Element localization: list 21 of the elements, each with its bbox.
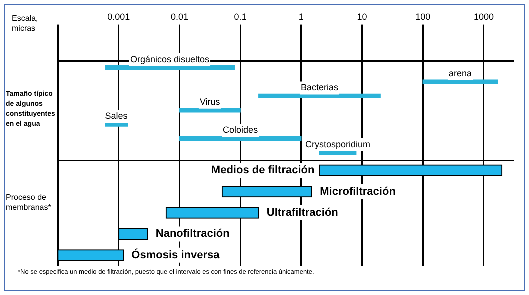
data-label: arena: [449, 68, 472, 79]
data-label: Virus: [200, 96, 221, 107]
data-label: Crystosporidium: [306, 139, 371, 150]
data-label: Sales: [105, 111, 128, 122]
data-label: Medios de filtración: [211, 164, 316, 177]
x-tick-label: 0.001: [108, 12, 130, 22]
x-tick-label: 10: [357, 12, 368, 22]
data-label: Nanofiltración: [156, 228, 230, 240]
data-label: Microfiltración: [320, 186, 396, 198]
data-label: Bacterias: [300, 82, 339, 93]
data-label: Orgánicos disueltos: [130, 54, 210, 64]
data-label: Coloides: [223, 125, 259, 136]
x-tick-label: 0.01: [170, 12, 188, 22]
data-label: Ultrafiltración: [266, 207, 339, 220]
x-tick-label: 100: [416, 12, 431, 22]
x-axis-title: Escala, micras: [12, 14, 40, 34]
text: Proceso de membranas*: [6, 193, 55, 213]
x-tick-label: 1000: [474, 12, 494, 22]
x-tick-label: 0.1: [234, 12, 247, 22]
x-tick-label: 1: [298, 12, 304, 22]
data-label: Ósmosis inversa: [132, 248, 221, 262]
